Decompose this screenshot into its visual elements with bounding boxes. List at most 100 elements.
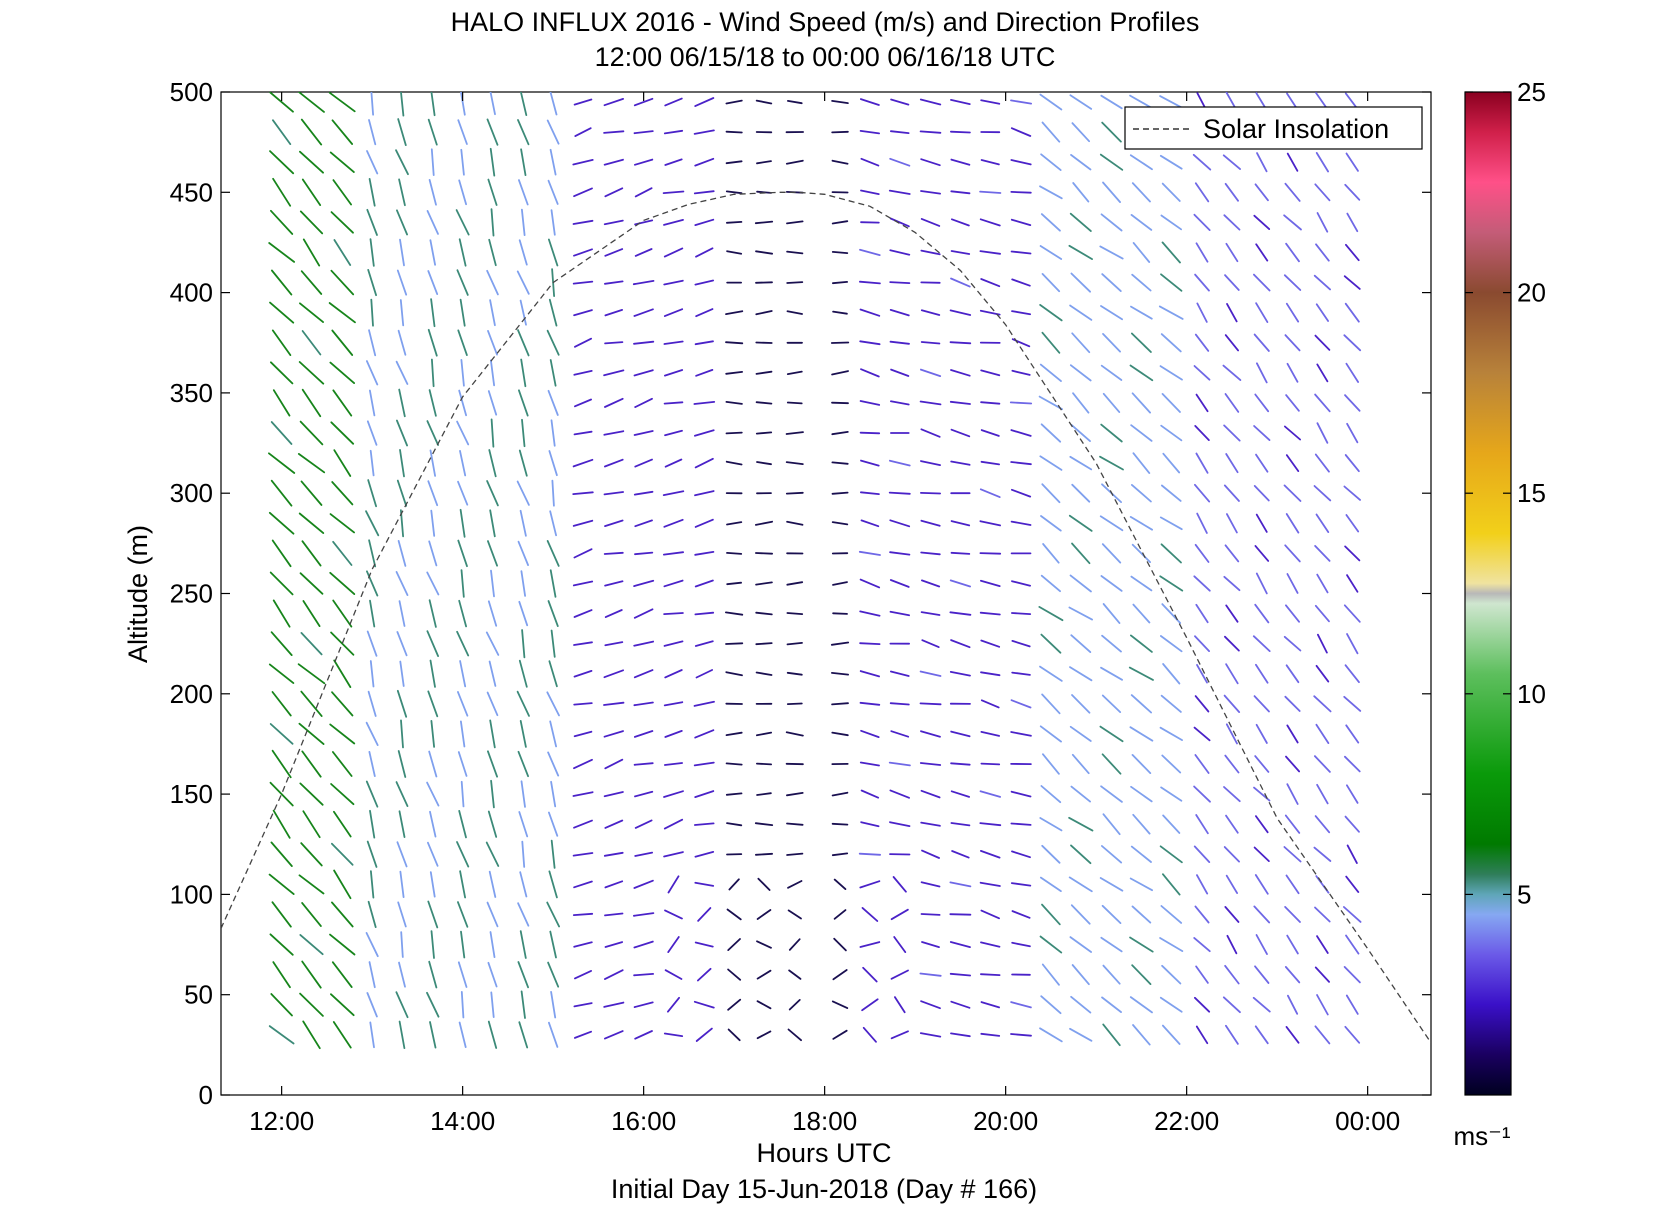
wind-vector (490, 779, 495, 809)
wind-vector (365, 360, 379, 386)
wind-vector (1102, 813, 1121, 836)
wind-vector (785, 431, 804, 435)
wind-vector (1344, 394, 1361, 412)
wind-vector (400, 92, 405, 117)
wind-vector (1194, 543, 1210, 563)
wind-vector (572, 458, 594, 468)
wind-vector (950, 428, 971, 438)
wind-vector (1069, 1027, 1093, 1042)
wind-vector (725, 671, 743, 677)
wind-vector (1314, 334, 1331, 351)
chart-subtitle: 12:00 06/15/18 to 00:00 06/16/18 UTC (595, 42, 1056, 72)
wind-vector (695, 368, 714, 377)
wind-vector (1284, 966, 1301, 984)
wind-vector (1255, 723, 1268, 744)
wind-vector (664, 369, 684, 377)
wind-vector (785, 461, 804, 466)
wind-vector (550, 419, 556, 447)
y-axis-label: Altitude (m) (123, 525, 153, 663)
wind-vector (634, 458, 653, 468)
wind-vector (333, 239, 352, 266)
wind-vector (1041, 483, 1061, 504)
wind-vector (603, 669, 624, 679)
wind-vector (519, 871, 528, 898)
wind-vector (920, 158, 941, 167)
wind-vector (330, 901, 354, 928)
wind-vector (271, 539, 292, 568)
wind-vector (979, 190, 1002, 194)
wind-vector (489, 147, 496, 177)
wind-vector (300, 118, 323, 146)
wind-vector (1224, 182, 1239, 202)
wind-vector (1223, 694, 1241, 713)
wind-vector (1130, 424, 1153, 442)
wind-vector (1040, 633, 1062, 654)
wind-vector (1102, 964, 1121, 985)
wind-vector (949, 881, 972, 888)
wind-vector (1315, 513, 1330, 533)
wind-vector (1283, 635, 1302, 652)
wind-vector (430, 509, 436, 537)
wind-vector (1226, 513, 1238, 534)
wind-vector (546, 540, 560, 567)
wind-vector (979, 552, 1002, 555)
wind-vector (301, 960, 322, 989)
wind-vector (633, 369, 654, 377)
wind-vector (920, 1000, 941, 1010)
wind-vector (755, 99, 773, 105)
wind-vector (271, 901, 292, 928)
wind-vector (1343, 334, 1362, 352)
wind-vector (860, 789, 880, 799)
wind-vector (397, 118, 407, 147)
wind-vector (268, 873, 295, 895)
wind-vector (1101, 845, 1123, 864)
wind-vector (634, 819, 653, 829)
wind-vector (755, 401, 773, 405)
wind-vector (1256, 362, 1268, 384)
wind-vector (1316, 994, 1329, 1016)
wind-vector (890, 400, 910, 406)
wind-vector (1285, 302, 1300, 323)
wind-vector (517, 329, 530, 357)
wind-vector (1010, 218, 1032, 227)
y-axis: 0 50 100 150 200 250 300 350 400 450 500 (170, 77, 1431, 1110)
wind-vector (1039, 1027, 1063, 1043)
wind-vector (331, 329, 354, 356)
wind-vector (725, 460, 743, 466)
wind-vector (333, 449, 352, 477)
wind-vector (572, 580, 594, 587)
wind-vector (270, 993, 293, 1017)
wind-vector (755, 611, 773, 616)
wind-vector (397, 750, 407, 778)
wind-vector (301, 388, 322, 418)
wind-vector (1101, 634, 1122, 653)
wind-vector (725, 431, 743, 435)
wind-vector (831, 702, 849, 706)
wind-vector (1255, 453, 1269, 473)
wind-vector (459, 449, 467, 477)
wind-vector (1344, 454, 1360, 473)
wind-vector (949, 972, 971, 977)
wind-vector (755, 310, 773, 316)
footer-label: Initial Day 15-Jun-2018 (Day # 166) (611, 1174, 1037, 1204)
wind-vector (785, 731, 804, 737)
wind-vector (550, 629, 556, 658)
wind-vector (664, 158, 683, 166)
wind-vector (663, 551, 684, 556)
wind-vector (1285, 755, 1300, 773)
wind-vector (547, 179, 559, 205)
wind-vector (430, 930, 435, 959)
wind-vector (516, 270, 530, 295)
wind-vector (1316, 212, 1329, 233)
wind-vector (1160, 273, 1183, 292)
wind-vector (298, 92, 325, 113)
wind-vector (633, 308, 654, 317)
wind-vector (489, 931, 496, 958)
wind-vector (426, 781, 440, 807)
wind-vector (694, 941, 714, 948)
wind-vector (920, 491, 941, 495)
wind-vector (663, 218, 684, 226)
wind-vector (521, 418, 526, 448)
wind-vector (980, 731, 1000, 737)
wind-vector (1286, 724, 1299, 744)
